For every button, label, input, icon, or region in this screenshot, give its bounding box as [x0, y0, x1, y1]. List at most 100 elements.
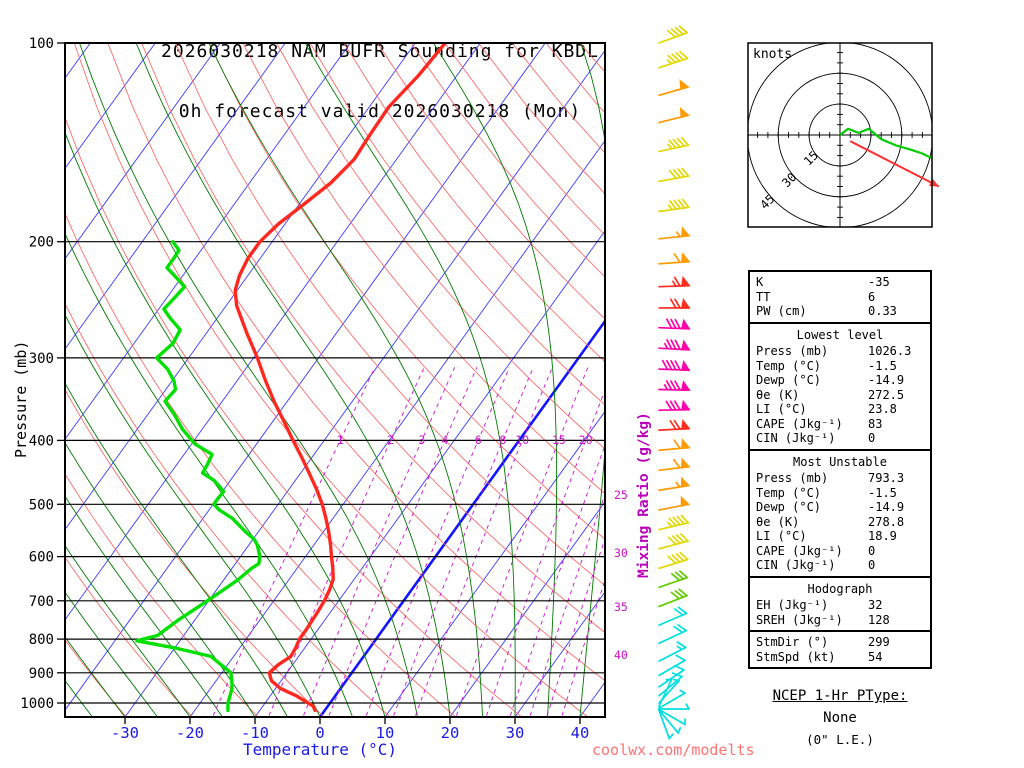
- wind-barb: [658, 275, 691, 288]
- pressure-tick-label: 400: [29, 433, 54, 449]
- panel-row-value: 0: [868, 431, 876, 445]
- isotherm-line: [449, 500, 605, 717]
- temp-tick-label: 10: [376, 724, 395, 742]
- moist-adiabat-line: [79, 43, 418, 717]
- dry-adiabat-line: [107, 43, 605, 682]
- panel-row-label: CIN (Jkg⁻¹): [756, 431, 836, 445]
- dry-adiabat-line: [65, 212, 457, 717]
- panel-row: Press (mb) 1026.3: [750, 344, 930, 359]
- temperature-curve: [233, 43, 447, 713]
- panel-row-value: 299: [868, 635, 890, 649]
- isotherm-line: [189, 139, 605, 717]
- dry-adiabat-line: [65, 639, 127, 717]
- wind-barb: [658, 318, 691, 330]
- panel-row: θe (K) 278.8: [750, 515, 930, 530]
- moist-adiabat-line: [579, 43, 605, 717]
- temp-tick-label: -10: [241, 724, 269, 742]
- pressure-tick-label: 600: [29, 550, 54, 566]
- panel-section-title: Hodograph: [807, 581, 873, 596]
- pressure-tick-label: 100: [29, 36, 54, 52]
- wind-barb: [658, 107, 690, 124]
- mixing-ratio-label: 3: [418, 433, 425, 447]
- panel-row: Temp (°C) -1.5: [750, 486, 930, 501]
- temperature-axis: -30 -20 -10 0 10 20 30 40: [111, 717, 589, 742]
- mixing-ratio-line: [529, 492, 605, 716]
- panel-section-title: Lowest level: [796, 327, 884, 342]
- hodo-ring: [808, 103, 872, 167]
- panel-row: Press (mb) 793.3: [750, 471, 930, 486]
- panel-row-label: Temp (°C): [756, 358, 822, 373]
- temperature-axis-label: Temperature (°C): [242, 740, 398, 759]
- moist-adiabat-line: [65, 591, 158, 717]
- panel-section: Most Unstable Press (mb) 793.3 Temp (°C) -1.…: [750, 448, 930, 576]
- isotherm-line: [514, 591, 605, 717]
- wind-barb: [658, 476, 691, 492]
- panel-row: StmSpd (kt) 54: [750, 650, 930, 665]
- wind-barb: [658, 654, 686, 677]
- wind-barb: [658, 606, 688, 626]
- dry-adiabat-line: [276, 43, 605, 450]
- wind-barb: [658, 641, 687, 662]
- panel-row: StmDir (°) 299: [750, 635, 930, 650]
- panel-row-value: 0: [868, 558, 876, 572]
- panel-row-value: -14.9: [868, 373, 905, 387]
- wind-barb: [658, 399, 691, 412]
- panel-row-label: LI (°C): [756, 402, 807, 416]
- panel-row-value: 23.8: [868, 402, 897, 416]
- dry-adiabat-line: [377, 43, 605, 320]
- wind-barb: [658, 678, 673, 708]
- moist-adiabat-line: [65, 232, 353, 717]
- panel-row-label: CIN (Jkg⁻¹): [756, 558, 836, 572]
- wind-barb: [658, 79, 690, 97]
- pressure-tick-label: 800: [29, 632, 54, 648]
- pressure-tick-label: 200: [29, 235, 54, 251]
- wind-barb: [658, 514, 690, 531]
- moist-adiabat-line: [65, 636, 126, 717]
- panel-row-value: -1.5: [868, 358, 897, 373]
- pressure-tick-label: 300: [29, 351, 54, 367]
- panel-row: CIN (Jkg⁻¹) 0: [750, 431, 930, 446]
- hodograph-units-label: knots: [753, 47, 793, 62]
- panel-row-label: Dewp (°C): [756, 373, 822, 387]
- moist-adiabat-line: [135, 43, 451, 717]
- wind-barb: [658, 339, 691, 351]
- dry-adiabat-line: [242, 43, 605, 495]
- panel-row-value: 793.3: [868, 471, 905, 485]
- hodo-border: [747, 42, 933, 228]
- panel-row: θe (K) 272.5: [750, 388, 930, 403]
- wind-barb: [658, 198, 690, 213]
- panel-row-value: 1026.3: [868, 344, 912, 358]
- panel-section: Lowest level Press (mb) 1026.3 Temp (°C) -1.…: [750, 321, 930, 449]
- isotherm-0c: [318, 318, 605, 717]
- hodo-rings: [748, 43, 932, 227]
- mixing-ratio-line: [561, 578, 605, 716]
- isotherm-line: [65, 43, 416, 531]
- dry-adiabat-line: [343, 43, 605, 363]
- panel-row: LI (°C) 18.9: [750, 529, 930, 544]
- mixing-ratio-line: [365, 367, 510, 716]
- panel-section: StmDir (°) 299 StmSpd (kt) 54: [750, 630, 930, 667]
- wind-barb: [658, 380, 691, 391]
- isotherm-line: [65, 43, 546, 711]
- hodo-trace: [839, 127, 932, 160]
- wind-barb: [658, 709, 682, 734]
- wind-barb: [658, 570, 689, 589]
- moist-adiabat-line: [65, 382, 288, 717]
- plot-border: [64, 42, 606, 718]
- wind-barb: [658, 709, 674, 740]
- hodo-storm-vector: [849, 140, 940, 188]
- mixing-ratio-line: [212, 367, 376, 716]
- wind-barb: [658, 708, 686, 726]
- panel-row-value: 83: [868, 416, 883, 431]
- moist-adiabat-line: [65, 131, 386, 717]
- panel-row-value: 0.33: [868, 304, 897, 318]
- mixing-ratio-label: 6: [475, 433, 482, 447]
- panel-row-value: 18.9: [868, 529, 897, 543]
- temp-tick-label: -20: [176, 724, 204, 742]
- profiles: [135, 43, 447, 713]
- panel-row-label: PW (cm): [756, 304, 807, 318]
- panel-row: SREH (Jkg⁻¹) 128: [750, 613, 930, 628]
- isotherm-line: [384, 410, 605, 717]
- dry-adiabat-line: [444, 43, 605, 236]
- mixing-ratio-line: [546, 537, 605, 716]
